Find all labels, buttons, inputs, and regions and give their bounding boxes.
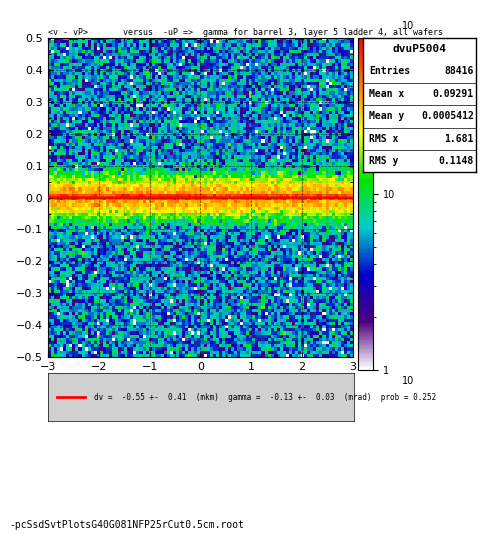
Text: 10: 10 [401, 21, 413, 31]
Text: RMS y: RMS y [368, 156, 397, 166]
Text: RMS x: RMS x [368, 134, 397, 144]
Text: 0.09291: 0.09291 [432, 89, 473, 99]
Text: 10: 10 [401, 376, 413, 386]
Text: dv =  -0.55 +-  0.41  (mkm)  gamma =  -0.13 +-  0.03  (mrad)  prob = 0.252: dv = -0.55 +- 0.41 (mkm) gamma = -0.13 +… [94, 393, 435, 402]
Text: 0.0005412: 0.0005412 [420, 112, 473, 121]
Text: Entries: Entries [368, 66, 409, 77]
Text: 1.681: 1.681 [444, 134, 473, 144]
Text: 88416: 88416 [444, 66, 473, 77]
Text: Mean y: Mean y [368, 112, 403, 121]
Text: dvuP5004: dvuP5004 [392, 44, 446, 54]
Text: 0.1148: 0.1148 [438, 156, 473, 166]
Text: Mean x: Mean x [368, 89, 403, 99]
Text: -pcSsdSvtPlotsG40G081NFP25rCut0.5cm.root: -pcSsdSvtPlotsG40G081NFP25rCut0.5cm.root [10, 520, 244, 530]
Text: <v - vP>       versus  -uP =>  gamma for barrel 3, layer 5 ladder 4, all wafers: <v - vP> versus -uP => gamma for barrel … [48, 28, 442, 37]
